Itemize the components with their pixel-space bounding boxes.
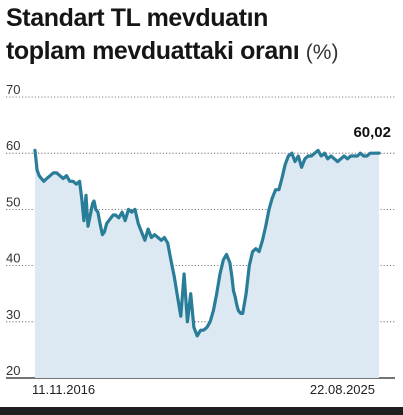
x-tick-label: 22.08.2025 xyxy=(310,382,375,397)
y-tick-label: 50 xyxy=(6,194,20,209)
title-line-1: Standart TL mevduatın xyxy=(6,4,269,32)
data-series-line xyxy=(33,148,381,338)
title-line-2: toplam mevduattaki oranı (%) xyxy=(6,35,401,69)
title-line-2-text: toplam mevduattaki oranı xyxy=(6,37,300,65)
bottom-rule xyxy=(0,407,403,415)
x-tick-label: 11.11.2016 xyxy=(32,382,95,397)
x-axis-ticks: 11.11.2016 22.08.2025 xyxy=(32,382,375,397)
y-tick-label: 20 xyxy=(6,363,20,378)
chart-title: Standart TL mevduatın toplam mevduattaki… xyxy=(6,2,401,69)
unit-label: (%) xyxy=(305,41,339,64)
y-axis-ticks: 20 30 40 50 60 70 xyxy=(6,82,20,378)
y-tick-label: 30 xyxy=(6,307,20,322)
end-value-label: 60,02 xyxy=(353,124,391,141)
y-tick-label: 40 xyxy=(6,251,20,266)
data-area-fill xyxy=(35,150,379,378)
y-tick-label: 70 xyxy=(6,82,20,97)
y-tick-label: 60 xyxy=(6,138,20,153)
